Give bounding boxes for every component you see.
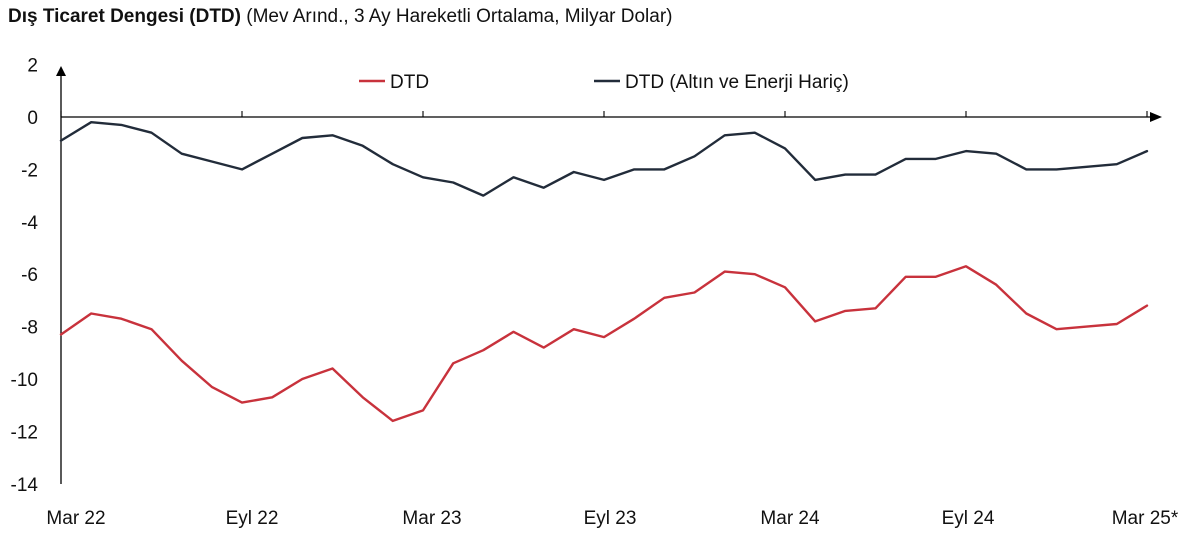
x-tick-label: Eyl 24 xyxy=(942,508,995,529)
series-line-dtd-excl xyxy=(59,120,1149,197)
y-tick-label: -2 xyxy=(21,160,38,181)
legend-label: DTD xyxy=(390,72,429,93)
y-axis-arrow xyxy=(56,66,66,76)
chart-title-subtitle: (Mev Arınd., 3 Ay Hareketli Ortalama, Mi… xyxy=(240,6,673,27)
x-tick-label: Eyl 22 xyxy=(226,508,279,529)
x-tick-label: Mar 23 xyxy=(402,508,461,529)
y-tick-label: -8 xyxy=(21,318,38,339)
legend-label: DTD (Altın ve Enerji Hariç) xyxy=(625,72,849,93)
y-tick-label: -6 xyxy=(21,265,38,286)
x-axis-arrow xyxy=(1150,112,1162,122)
x-tick-label: Eyl 23 xyxy=(584,508,637,529)
y-tick-label: 0 xyxy=(27,108,38,129)
x-tick-label: Mar 24 xyxy=(760,508,820,529)
chart-title-bold: Dış Ticaret Dengesi (DTD) xyxy=(8,6,241,27)
y-tick-label: -10 xyxy=(11,370,38,391)
y-tick-label: -4 xyxy=(21,213,38,234)
series-line-dtd xyxy=(59,265,1149,423)
x-tick-label: Mar 25* xyxy=(1112,508,1179,529)
y-tick-label: 2 xyxy=(27,56,38,77)
x-tick-label: Mar 22 xyxy=(46,508,105,529)
chart-title: Dış Ticaret Dengesi (DTD) (Mev Arınd., 3… xyxy=(8,6,672,28)
y-tick-label: -12 xyxy=(11,422,38,443)
y-tick-label: -14 xyxy=(11,475,39,496)
